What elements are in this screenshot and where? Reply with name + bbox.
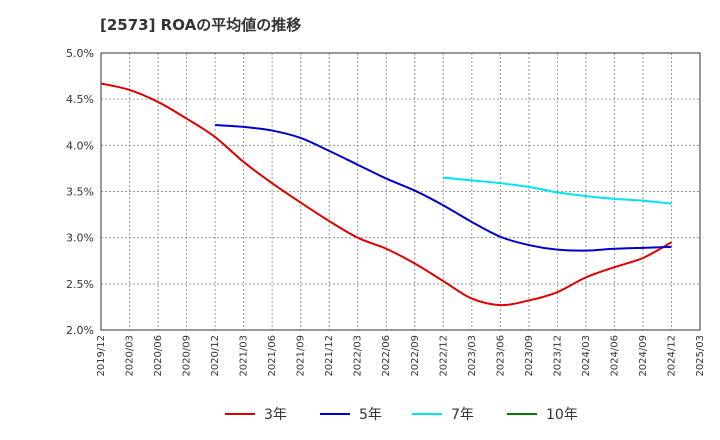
x-tick-label: 2023/03	[467, 335, 478, 377]
x-tick-label: 2020/12	[210, 335, 221, 377]
y-axis-ticks: 2.0% 2.5% 3.0% 3.5% 4.0% 4.5% 5.0%	[66, 47, 94, 337]
x-tick-label: 2022/06	[381, 335, 392, 377]
x-tick-label: 2021/03	[239, 335, 250, 377]
x-tick-label: 2025/03	[695, 335, 706, 377]
grid-layer	[101, 53, 700, 330]
series-line-1	[100, 82, 672, 307]
legend-label: 7年	[451, 407, 474, 423]
x-tick-label: 2024/09	[638, 335, 649, 377]
series-line-2	[215, 124, 672, 252]
y-tick-label: 3.5%	[66, 186, 94, 199]
x-tick-label: 2022/12	[438, 335, 449, 377]
x-tick-label: 2019/12	[96, 335, 107, 377]
x-tick-label: 2024/12	[666, 335, 677, 377]
legend: 3年 5年 7年 10年	[225, 407, 578, 423]
y-tick-label: 2.5%	[66, 278, 94, 291]
y-tick-label: 3.0%	[66, 232, 94, 245]
legend-label: 5年	[359, 407, 382, 423]
x-tick-label: 2023/06	[495, 335, 506, 377]
x-tick-label: 2023/12	[552, 335, 563, 377]
y-tick-label: 5.0%	[66, 47, 94, 60]
x-tick-label: 2023/09	[524, 335, 535, 377]
x-tick-label: 2021/12	[324, 335, 335, 377]
plot-frame	[100, 52, 701, 331]
x-tick-label: 2024/06	[609, 335, 620, 377]
x-tick-label: 2020/09	[182, 335, 193, 377]
series-layer	[100, 82, 672, 307]
x-tick-label: 2022/09	[410, 335, 421, 377]
legend-label: 3年	[264, 407, 287, 423]
legend-label: 10年	[546, 407, 578, 423]
x-tick-label: 2021/06	[267, 335, 278, 377]
y-tick-label: 2.0%	[66, 324, 94, 337]
x-tick-label: 2020/03	[125, 335, 136, 377]
y-tick-label: 4.5%	[66, 93, 94, 106]
x-tick-label: 2024/03	[581, 335, 592, 377]
x-tick-label: 2020/06	[153, 335, 164, 377]
x-tick-label: 2021/09	[296, 335, 307, 377]
x-axis-ticks: 2019/12 2020/03 2020/06 2020/09 2020/12 2021/…	[96, 335, 706, 377]
x-tick-label: 2022/03	[353, 335, 364, 377]
y-tick-label: 4.0%	[66, 139, 94, 152]
series-line-3	[443, 176, 672, 205]
chart-title: [2573] ROAの平均値の推移	[100, 16, 302, 34]
